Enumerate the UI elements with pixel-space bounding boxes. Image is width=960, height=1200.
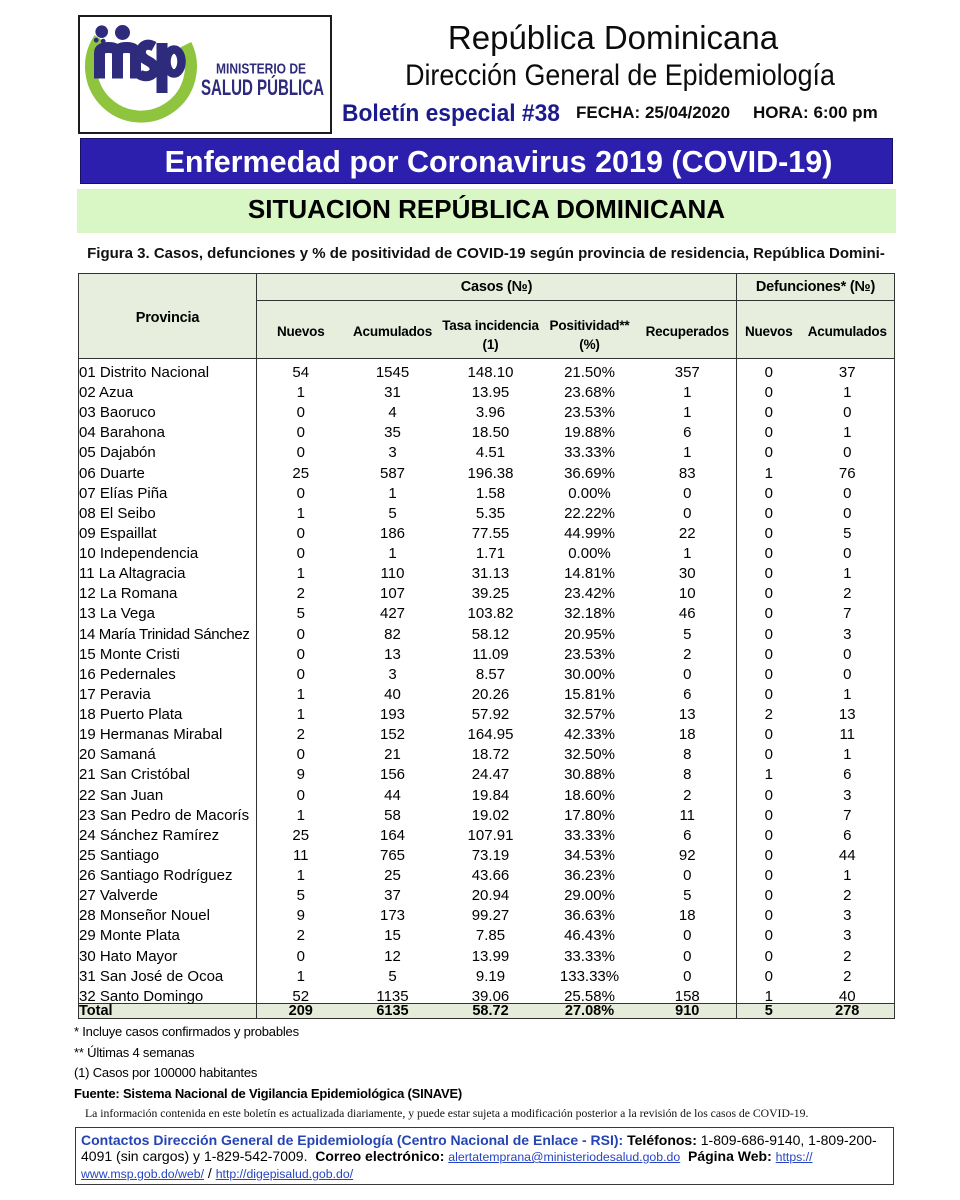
svg-text:SALUD PÚBLICA: SALUD PÚBLICA xyxy=(201,75,324,100)
svg-text:MINISTERIO DE: MINISTERIO DE xyxy=(216,61,306,78)
